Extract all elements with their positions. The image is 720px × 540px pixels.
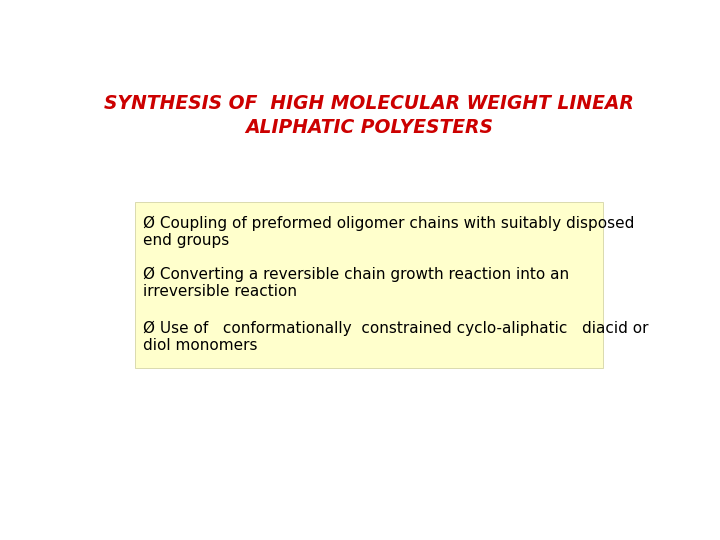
Text: Ø Coupling of preformed oligomer chains with suitably disposed
end groups: Ø Coupling of preformed oligomer chains … [143,215,634,248]
Text: SYNTHESIS OF  HIGH MOLECULAR WEIGHT LINEAR
ALIPHATIC POLYESTERS: SYNTHESIS OF HIGH MOLECULAR WEIGHT LINEA… [104,94,634,137]
FancyBboxPatch shape [135,202,603,368]
Text: Ø Converting a reversible chain growth reaction into an
irreversible reaction: Ø Converting a reversible chain growth r… [143,266,569,299]
Text: Ø Use of   conformationally  constrained cyclo-aliphatic   diacid or
diol monome: Ø Use of conformationally constrained cy… [143,321,649,353]
